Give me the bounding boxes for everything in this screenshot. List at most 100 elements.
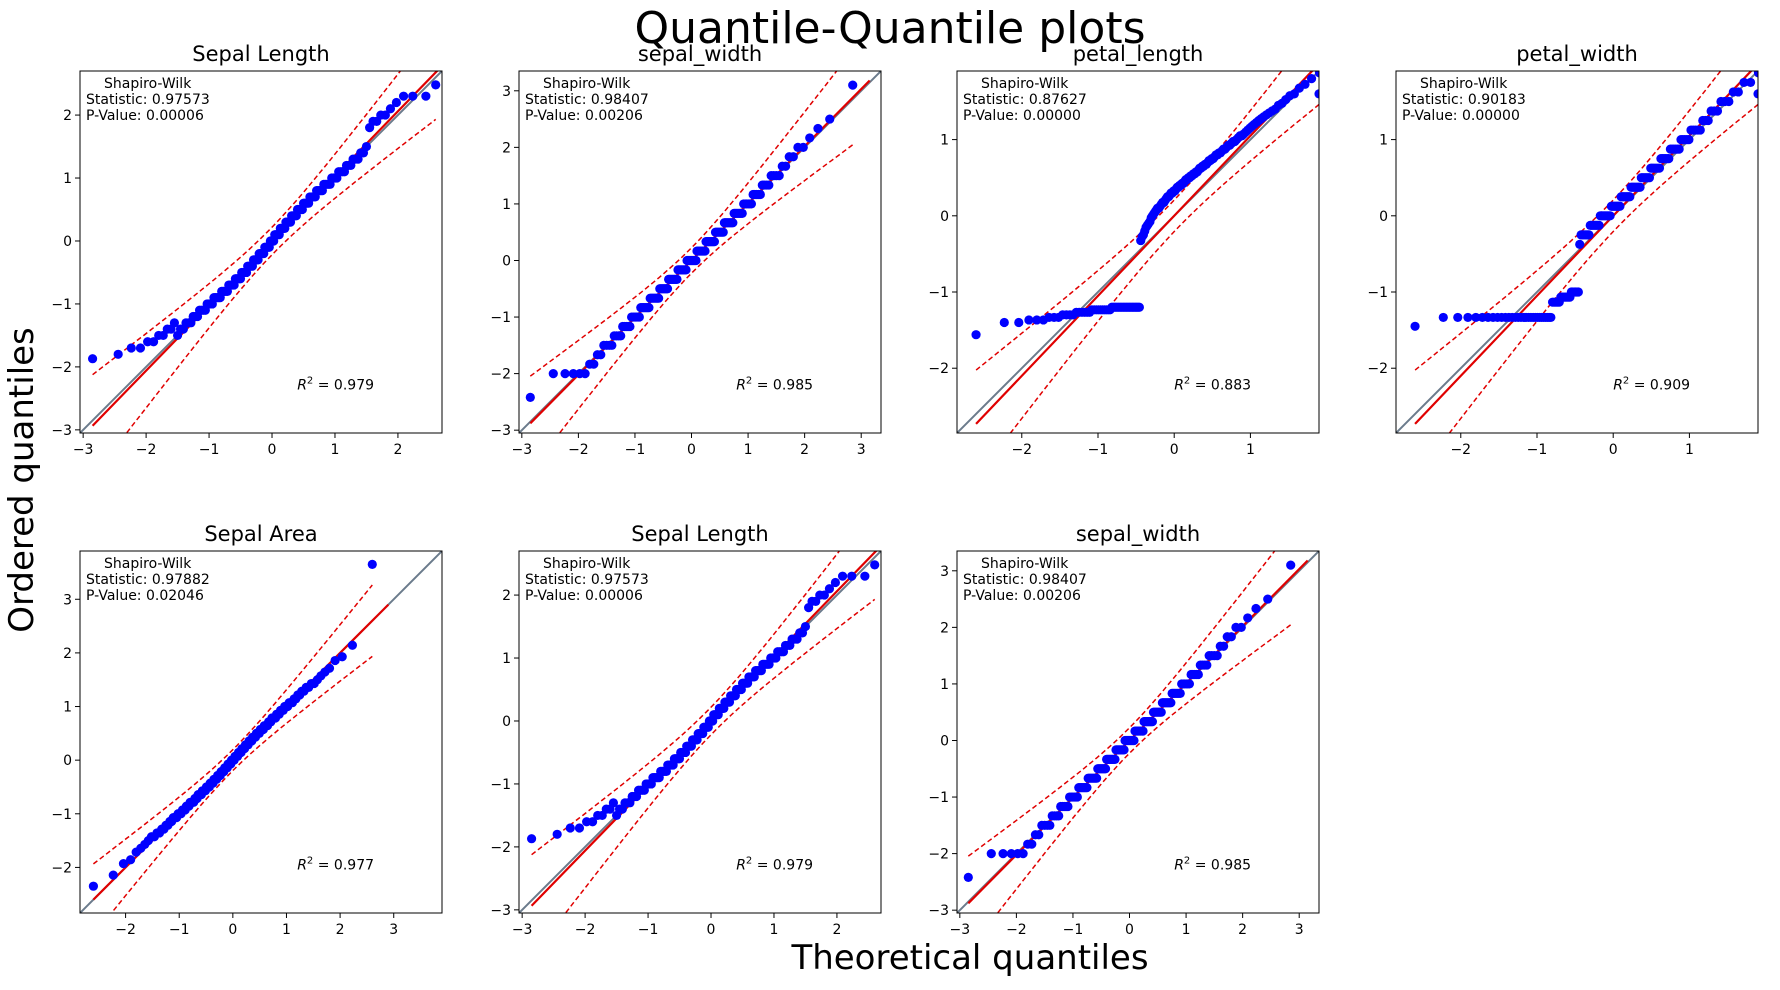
- x-tick-label: 0: [268, 442, 277, 458]
- p-value-label: P-Value: 0.00206: [525, 108, 643, 124]
- x-tick-label: −1: [199, 442, 220, 458]
- y-tick-label: 0: [940, 209, 949, 225]
- figure-title: Quantile-Quantile plots: [634, 3, 1146, 54]
- data-point: [963, 872, 973, 882]
- qq-plot-2: sepal_width −3 −2 −1 0 1 2 3 −3 −2 −1 0 1 2 3 Shapiro-W…: [490, 42, 882, 458]
- plot-area: [519, 71, 881, 433]
- data-point: [870, 560, 880, 570]
- y-tick-label: −3: [490, 423, 511, 439]
- x-tick-label: −2: [136, 442, 157, 458]
- data-point: [548, 369, 558, 379]
- x-tick-label: −1: [169, 922, 190, 938]
- data-point: [398, 91, 409, 101]
- x-tick-label: 2: [336, 922, 345, 938]
- data-point: [986, 849, 996, 859]
- y-tick-label: −2: [51, 360, 72, 376]
- axes-frame: [518, 550, 882, 914]
- data-point: [1764, 59, 1773, 68]
- x-tick-label: −2: [115, 922, 136, 938]
- qq-plot-7: sepal_width −3 −2 −1 0 1 2 3 −3 −2 −1 0 1 2 3 Shapiro-W…: [928, 522, 1320, 938]
- data-point: [1300, 79, 1310, 89]
- data-point: [391, 97, 402, 108]
- data-point: [1138, 726, 1148, 736]
- data-point: [998, 849, 1008, 859]
- data-point: [780, 161, 791, 171]
- data-point: [1724, 96, 1734, 107]
- x-tick-label: 1: [1182, 922, 1191, 938]
- data-point: [1635, 182, 1645, 192]
- x-tick-label: 3: [1295, 922, 1304, 938]
- data-point: [1226, 632, 1236, 642]
- data-point: [148, 337, 159, 347]
- data-point: [1703, 115, 1713, 126]
- r-squared-label: R2 = 0.883: [1174, 376, 1251, 394]
- y-tick-label: 0: [63, 753, 72, 769]
- data-point: [126, 855, 136, 865]
- data-point: [837, 571, 848, 581]
- data-point: [728, 218, 738, 228]
- y-tick-label: 3: [63, 592, 72, 608]
- qq-plot-5: Sepal Area −2 −1 0 1 2 3 −2 −1 0 1 2 3 Shapiro-WilkSt…: [51, 522, 443, 938]
- y-tick-label: 1: [940, 133, 949, 149]
- statistic-label: Statistic: 0.90183: [1402, 92, 1526, 108]
- y-tick-label: 0: [502, 253, 511, 269]
- data-point: [1251, 603, 1261, 614]
- x-tick-label: 1: [282, 922, 291, 938]
- y-tick-label: 2: [63, 646, 72, 662]
- data-point: [1006, 849, 1016, 859]
- data-point: [1045, 820, 1055, 830]
- data-point: [367, 559, 377, 570]
- data-point: [1110, 754, 1120, 764]
- data-point: [1243, 613, 1253, 623]
- plot-area: [1396, 59, 1773, 433]
- y-tick-label: −2: [51, 860, 72, 876]
- reference-line: [957, 71, 1319, 433]
- lower-confidence-band: [996, 624, 1292, 913]
- x-tick-label: −3: [512, 442, 533, 458]
- r-squared-label: R2 = 0.985: [1174, 856, 1251, 874]
- x-tick-label: 3: [389, 922, 398, 938]
- data-point: [330, 655, 340, 666]
- data-point: [1018, 849, 1028, 859]
- data-point: [691, 255, 701, 266]
- r-squared-label: R2 = 0.909: [1613, 376, 1690, 394]
- data-point: [565, 823, 575, 833]
- data-point: [830, 577, 841, 588]
- y-tick-label: 2: [63, 108, 72, 124]
- data-point: [361, 141, 372, 152]
- p-value-label: P-Value: 0.00000: [1402, 108, 1520, 124]
- data-point: [1193, 669, 1203, 680]
- x-tick-label: 1: [1685, 442, 1694, 458]
- statistic-label: Statistic: 0.97573: [525, 572, 649, 588]
- x-tick-label: 2: [1238, 922, 1247, 938]
- data-point: [337, 652, 347, 662]
- x-tick-label: 3: [857, 442, 866, 458]
- panel-title: sepal_width: [1076, 522, 1200, 547]
- test-name: Shapiro-Wilk: [1420, 76, 1508, 92]
- p-value-label: P-Value: 0.00206: [963, 588, 1081, 604]
- x-tick-label: −3: [512, 922, 533, 938]
- data-point: [1463, 312, 1473, 323]
- statistic-label: Statistic: 0.97882: [86, 572, 210, 588]
- data-point: [1129, 735, 1139, 746]
- upper-confidence-band: [92, 71, 402, 376]
- data-point: [113, 349, 123, 359]
- data-point: [764, 180, 774, 190]
- data-point: [1546, 312, 1556, 323]
- x-tick-label: −1: [1527, 442, 1548, 458]
- statistic-label: Statistic: 0.97573: [86, 92, 210, 108]
- y-tick-label: 0: [1379, 209, 1388, 225]
- data-point: [681, 265, 691, 275]
- axes-frame: [956, 70, 1320, 434]
- x-axis-label: Theoretical quantiles: [791, 938, 1149, 978]
- data-point: [1471, 312, 1481, 323]
- y-tick-label: −1: [928, 285, 949, 301]
- x-tick-label: 2: [800, 442, 809, 458]
- data-point: [848, 80, 858, 90]
- y-tick-label: −1: [51, 807, 72, 823]
- y-tick-label: −2: [490, 367, 511, 383]
- data-point: [431, 80, 441, 90]
- data-point: [1654, 163, 1665, 173]
- data-point: [1575, 239, 1585, 249]
- y-tick-label: 2: [502, 140, 511, 156]
